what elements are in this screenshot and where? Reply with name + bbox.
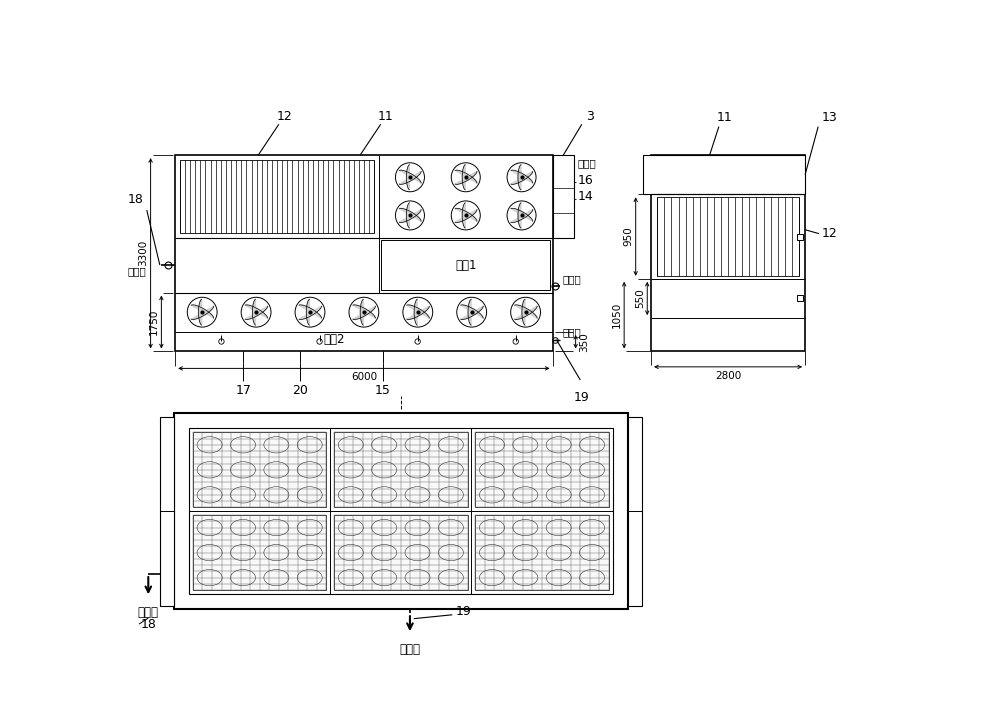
Bar — [628, 417, 642, 606]
Text: 2800: 2800 — [715, 370, 741, 380]
Polygon shape — [511, 209, 533, 222]
Polygon shape — [406, 164, 409, 190]
Polygon shape — [399, 209, 421, 222]
Polygon shape — [462, 164, 465, 190]
Text: 12: 12 — [822, 227, 838, 240]
Bar — [475, 433, 609, 508]
Text: 水进口: 水进口 — [127, 266, 146, 276]
Polygon shape — [406, 203, 409, 228]
Polygon shape — [511, 172, 533, 184]
Text: 11: 11 — [717, 112, 733, 124]
Text: 1050: 1050 — [612, 302, 622, 328]
Text: 19: 19 — [574, 392, 590, 405]
Bar — [651, 155, 805, 352]
Text: 水池1: 水池1 — [455, 259, 477, 272]
Polygon shape — [515, 305, 537, 318]
Polygon shape — [461, 306, 483, 320]
Polygon shape — [199, 299, 202, 325]
Polygon shape — [515, 306, 537, 320]
Bar — [180, 159, 374, 233]
Text: 17: 17 — [235, 384, 251, 397]
Bar — [160, 417, 174, 606]
Polygon shape — [461, 305, 483, 318]
Bar — [334, 433, 468, 508]
Text: 550: 550 — [635, 289, 645, 308]
Polygon shape — [299, 305, 322, 318]
Bar — [657, 197, 799, 277]
Bar — [553, 155, 574, 237]
Text: 3: 3 — [586, 110, 594, 123]
Text: 14: 14 — [577, 190, 593, 204]
Text: 水进口: 水进口 — [138, 606, 159, 619]
Text: 19: 19 — [456, 605, 472, 618]
Polygon shape — [245, 306, 268, 320]
Polygon shape — [407, 306, 429, 320]
Polygon shape — [399, 172, 421, 184]
Polygon shape — [455, 170, 477, 183]
Text: 6000: 6000 — [351, 373, 377, 383]
Polygon shape — [245, 305, 268, 318]
Bar — [381, 240, 550, 290]
Polygon shape — [353, 305, 375, 318]
Text: 18: 18 — [140, 618, 156, 631]
Polygon shape — [518, 203, 521, 228]
Polygon shape — [518, 164, 521, 190]
Text: 20: 20 — [292, 384, 308, 397]
Polygon shape — [455, 208, 477, 221]
Polygon shape — [299, 306, 322, 320]
Polygon shape — [511, 170, 533, 183]
Bar — [175, 155, 553, 352]
Polygon shape — [414, 299, 417, 325]
Polygon shape — [399, 170, 421, 183]
Text: 13: 13 — [822, 112, 838, 124]
Text: 水池2: 水池2 — [323, 332, 344, 346]
Text: 15: 15 — [375, 384, 391, 397]
Polygon shape — [522, 299, 525, 325]
Text: 16: 16 — [577, 174, 593, 187]
Polygon shape — [455, 209, 477, 222]
Polygon shape — [353, 306, 375, 320]
Text: 进风管: 进风管 — [577, 158, 596, 168]
Text: 水出口: 水出口 — [563, 274, 581, 284]
Polygon shape — [468, 299, 471, 325]
Bar — [193, 515, 326, 590]
Polygon shape — [455, 172, 477, 184]
Polygon shape — [462, 203, 465, 228]
Bar — [643, 155, 805, 194]
Bar — [334, 515, 468, 590]
Text: 18: 18 — [127, 193, 143, 206]
Polygon shape — [252, 299, 256, 325]
Bar — [189, 428, 613, 594]
Text: 1750: 1750 — [149, 309, 159, 335]
Polygon shape — [306, 299, 309, 325]
Text: 12: 12 — [277, 110, 293, 123]
Polygon shape — [407, 305, 429, 318]
Polygon shape — [191, 306, 214, 320]
Text: 排污口: 排污口 — [563, 327, 581, 337]
Bar — [174, 413, 628, 609]
Text: 950: 950 — [623, 227, 633, 247]
Polygon shape — [191, 305, 214, 318]
Text: 11: 11 — [377, 110, 393, 123]
Text: 3300: 3300 — [138, 240, 148, 267]
Polygon shape — [360, 299, 363, 325]
Text: 水出口: 水出口 — [399, 644, 420, 656]
Text: 350: 350 — [579, 332, 589, 352]
Bar — [475, 515, 609, 590]
Polygon shape — [399, 208, 421, 221]
Bar — [193, 433, 326, 508]
Polygon shape — [511, 208, 533, 221]
